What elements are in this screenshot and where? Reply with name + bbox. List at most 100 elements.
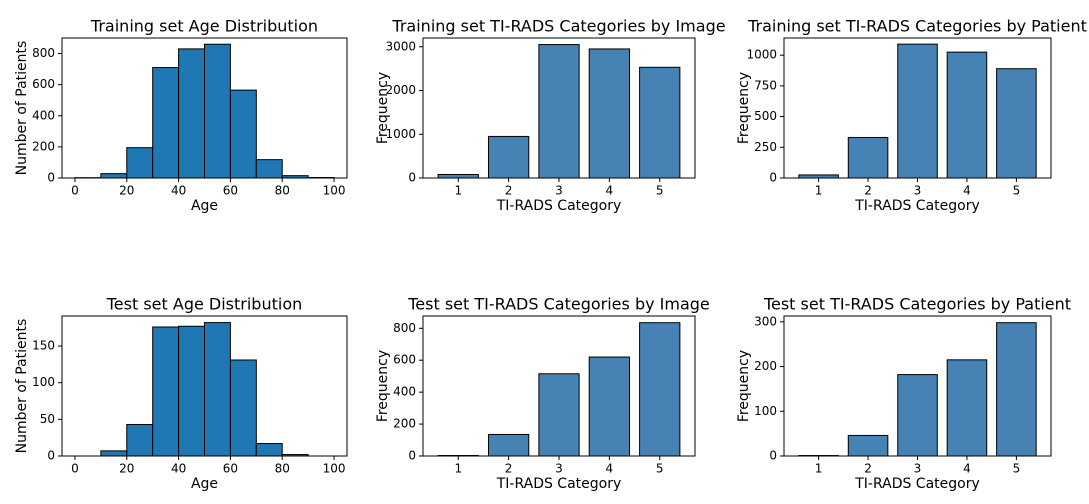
x-tick-label: 100 [323,462,346,476]
x-tick-label: 3 [914,462,922,476]
chart-title: Test set Age Distribution [106,295,303,314]
y-tick-label: 800 [393,321,416,335]
x-tick-label: 1 [454,184,462,198]
bar [897,43,938,179]
plot-frame [783,37,1052,179]
y-tick-label: 400 [32,108,55,122]
chart-title: Test set TI-RADS Categories by Image [407,295,710,314]
bar [639,66,681,179]
x-tick-label: 5 [1013,462,1021,476]
histogram-bar [152,326,180,457]
x-tick-label: 80 [275,184,290,198]
x-tick-label: 2 [505,184,513,198]
plot-frame [783,315,1052,457]
x-tick-label: 0 [71,462,79,476]
x-tick-label: 5 [1013,184,1021,198]
x-tick-label: 4 [606,184,614,198]
y-tick-label: 200 [393,417,416,431]
y-tick-label: 750 [754,78,777,92]
y-tick-label: 150 [32,339,55,353]
y-tick-label: 800 [32,46,55,60]
bar [996,68,1037,179]
y-tick-label: 0 [769,171,777,185]
x-tick-label: 60 [223,462,238,476]
bar [437,174,479,179]
bar [847,136,889,179]
x-tick-label: 5 [656,184,664,198]
x-tick-label: 3 [555,462,563,476]
y-axis-label: Frequency [736,72,752,144]
histogram-bar [255,443,283,457]
bar [996,322,1037,457]
y-tick-label: 100 [754,404,777,418]
x-tick-label: 20 [119,462,134,476]
y-tick-label: 2000 [385,83,416,97]
bar [588,48,631,179]
x-tick-label: 1 [454,462,462,476]
x-axis-label: TI-RADS Category [854,198,980,214]
histogram-bar [100,450,128,457]
y-tick-label: 0 [47,171,55,185]
histogram-bar [255,159,283,179]
histogram-bar [229,359,257,457]
bar [487,433,530,457]
y-tick-label: 0 [769,449,777,463]
bar [538,373,580,457]
x-tick-label: 4 [963,462,971,476]
chart-title: Training set TI-RADS Categories by Image [391,17,725,36]
histogram-bar [204,43,231,179]
x-axis-label: Age [191,198,218,214]
y-tick-label: 0 [47,449,55,463]
y-tick-label: 400 [393,385,416,399]
plot-frame [422,37,696,179]
x-tick-label: 100 [323,184,346,198]
histogram-bar [178,325,206,457]
x-tick-label: 0 [71,184,79,198]
y-tick-label: 3000 [385,39,416,53]
y-tick-label: 100 [32,375,55,389]
histogram-bar [126,147,154,179]
x-tick-label: 80 [275,462,290,476]
x-tick-label: 2 [505,462,513,476]
y-tick-label: 300 [754,314,777,328]
histogram-bar [100,173,128,179]
bar [588,356,631,457]
chart-title: Test set TI-RADS Categories by Patient [763,295,1071,314]
histogram-bar [178,48,206,179]
x-tick-label: 40 [171,462,186,476]
plot-frame [61,37,348,179]
x-tick-label: 1 [815,462,823,476]
chart-title: Training set Age Distribution [90,17,318,36]
x-tick-label: 2 [864,184,872,198]
y-tick-label: 500 [754,109,777,123]
y-tick-label: 1000 [746,48,777,62]
x-axis-label: TI-RADS Category [496,476,622,492]
y-tick-label: 600 [32,77,55,91]
chart-title: Training set TI-RADS Categories by Patie… [747,17,1087,36]
y-tick-label: 250 [754,140,777,154]
y-axis-label: Frequency [736,350,752,422]
y-axis-label: Number of Patients [14,41,30,176]
bar [639,322,681,457]
x-tick-label: 2 [864,462,872,476]
bar [897,374,938,457]
histogram-bar [152,67,180,179]
histogram-bar [229,89,257,179]
y-tick-label: 200 [32,139,55,153]
x-tick-label: 4 [963,184,971,198]
y-tick-label: 50 [40,412,55,426]
y-axis-label: Frequency [375,350,391,422]
bar [538,44,580,179]
x-tick-label: 4 [606,462,614,476]
bar [946,359,988,457]
x-tick-label: 60 [223,184,238,198]
x-tick-label: 1 [815,184,823,198]
plot-frame [422,315,696,457]
y-tick-label: 0 [408,449,416,463]
y-axis-label: Number of Patients [14,319,30,454]
x-tick-label: 3 [914,184,922,198]
x-tick-label: 3 [555,184,563,198]
histogram-bar [204,322,231,457]
y-tick-label: 600 [393,353,416,367]
x-axis-label: TI-RADS Category [496,198,622,214]
